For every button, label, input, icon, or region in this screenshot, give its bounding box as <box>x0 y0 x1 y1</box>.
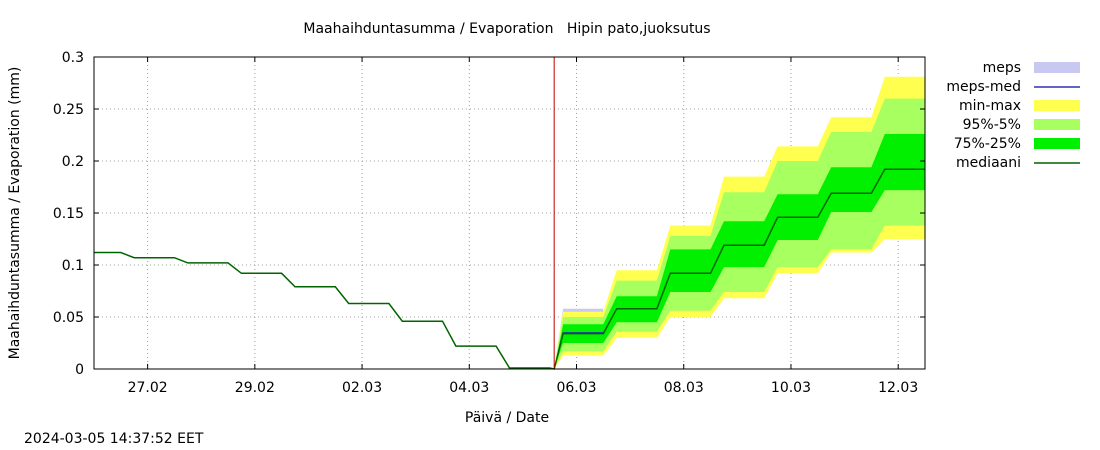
legend-label: 75%-25% <box>954 136 1021 152</box>
legend-swatch <box>1034 138 1080 149</box>
band-layer <box>554 76 925 370</box>
x-tick-label: 02.03 <box>342 380 382 396</box>
legend-label: 95%-5% <box>963 117 1021 133</box>
timestamp: 2024-03-05 14:37:52 EET <box>24 431 204 447</box>
x-tick-label: 04.03 <box>449 380 489 396</box>
x-tick-label: 06.03 <box>556 380 596 396</box>
legend-label: mediaani <box>956 155 1021 171</box>
legend-swatch <box>1034 100 1080 111</box>
x-tick-label: 10.03 <box>771 380 811 396</box>
y-tick-label: 0.15 <box>53 206 84 222</box>
legend-swatch <box>1034 119 1080 130</box>
y-tick-label: 0 <box>75 362 84 378</box>
legend-swatch <box>1034 62 1080 73</box>
chart-title: Maahaihduntasumma / Evaporation Hipin pa… <box>303 21 710 37</box>
line-layer <box>94 57 925 370</box>
y-tick-label: 0.2 <box>62 154 84 170</box>
y-tick-label: 0.25 <box>53 102 84 118</box>
line-mediaani <box>94 168 925 370</box>
x-axis-label: Päivä / Date <box>465 410 549 426</box>
legend-label: min-max <box>959 98 1021 114</box>
legend-label: meps-med <box>946 79 1021 95</box>
y-tick-label: 0.1 <box>62 258 84 274</box>
x-tick-label: 08.03 <box>664 380 704 396</box>
x-tick-label: 29.02 <box>235 380 275 396</box>
y-tick-label: 0.3 <box>62 50 84 66</box>
x-tick-label: 27.02 <box>128 380 168 396</box>
legend: meps meps-med min-max 95%-5% 75%-25% mediaani <box>946 60 1080 171</box>
tick-layer: 0 0.05 0.1 0.15 0.2 0.25 0.3 27.02 29.02 02.03 04.… <box>53 50 925 396</box>
x-tick-label: 12.03 <box>878 380 918 396</box>
y-tick-label: 0.05 <box>53 310 84 326</box>
y-axis-label: Maahaihduntasumma / Evaporation (mm) <box>7 67 23 360</box>
legend-label: meps <box>983 60 1021 76</box>
